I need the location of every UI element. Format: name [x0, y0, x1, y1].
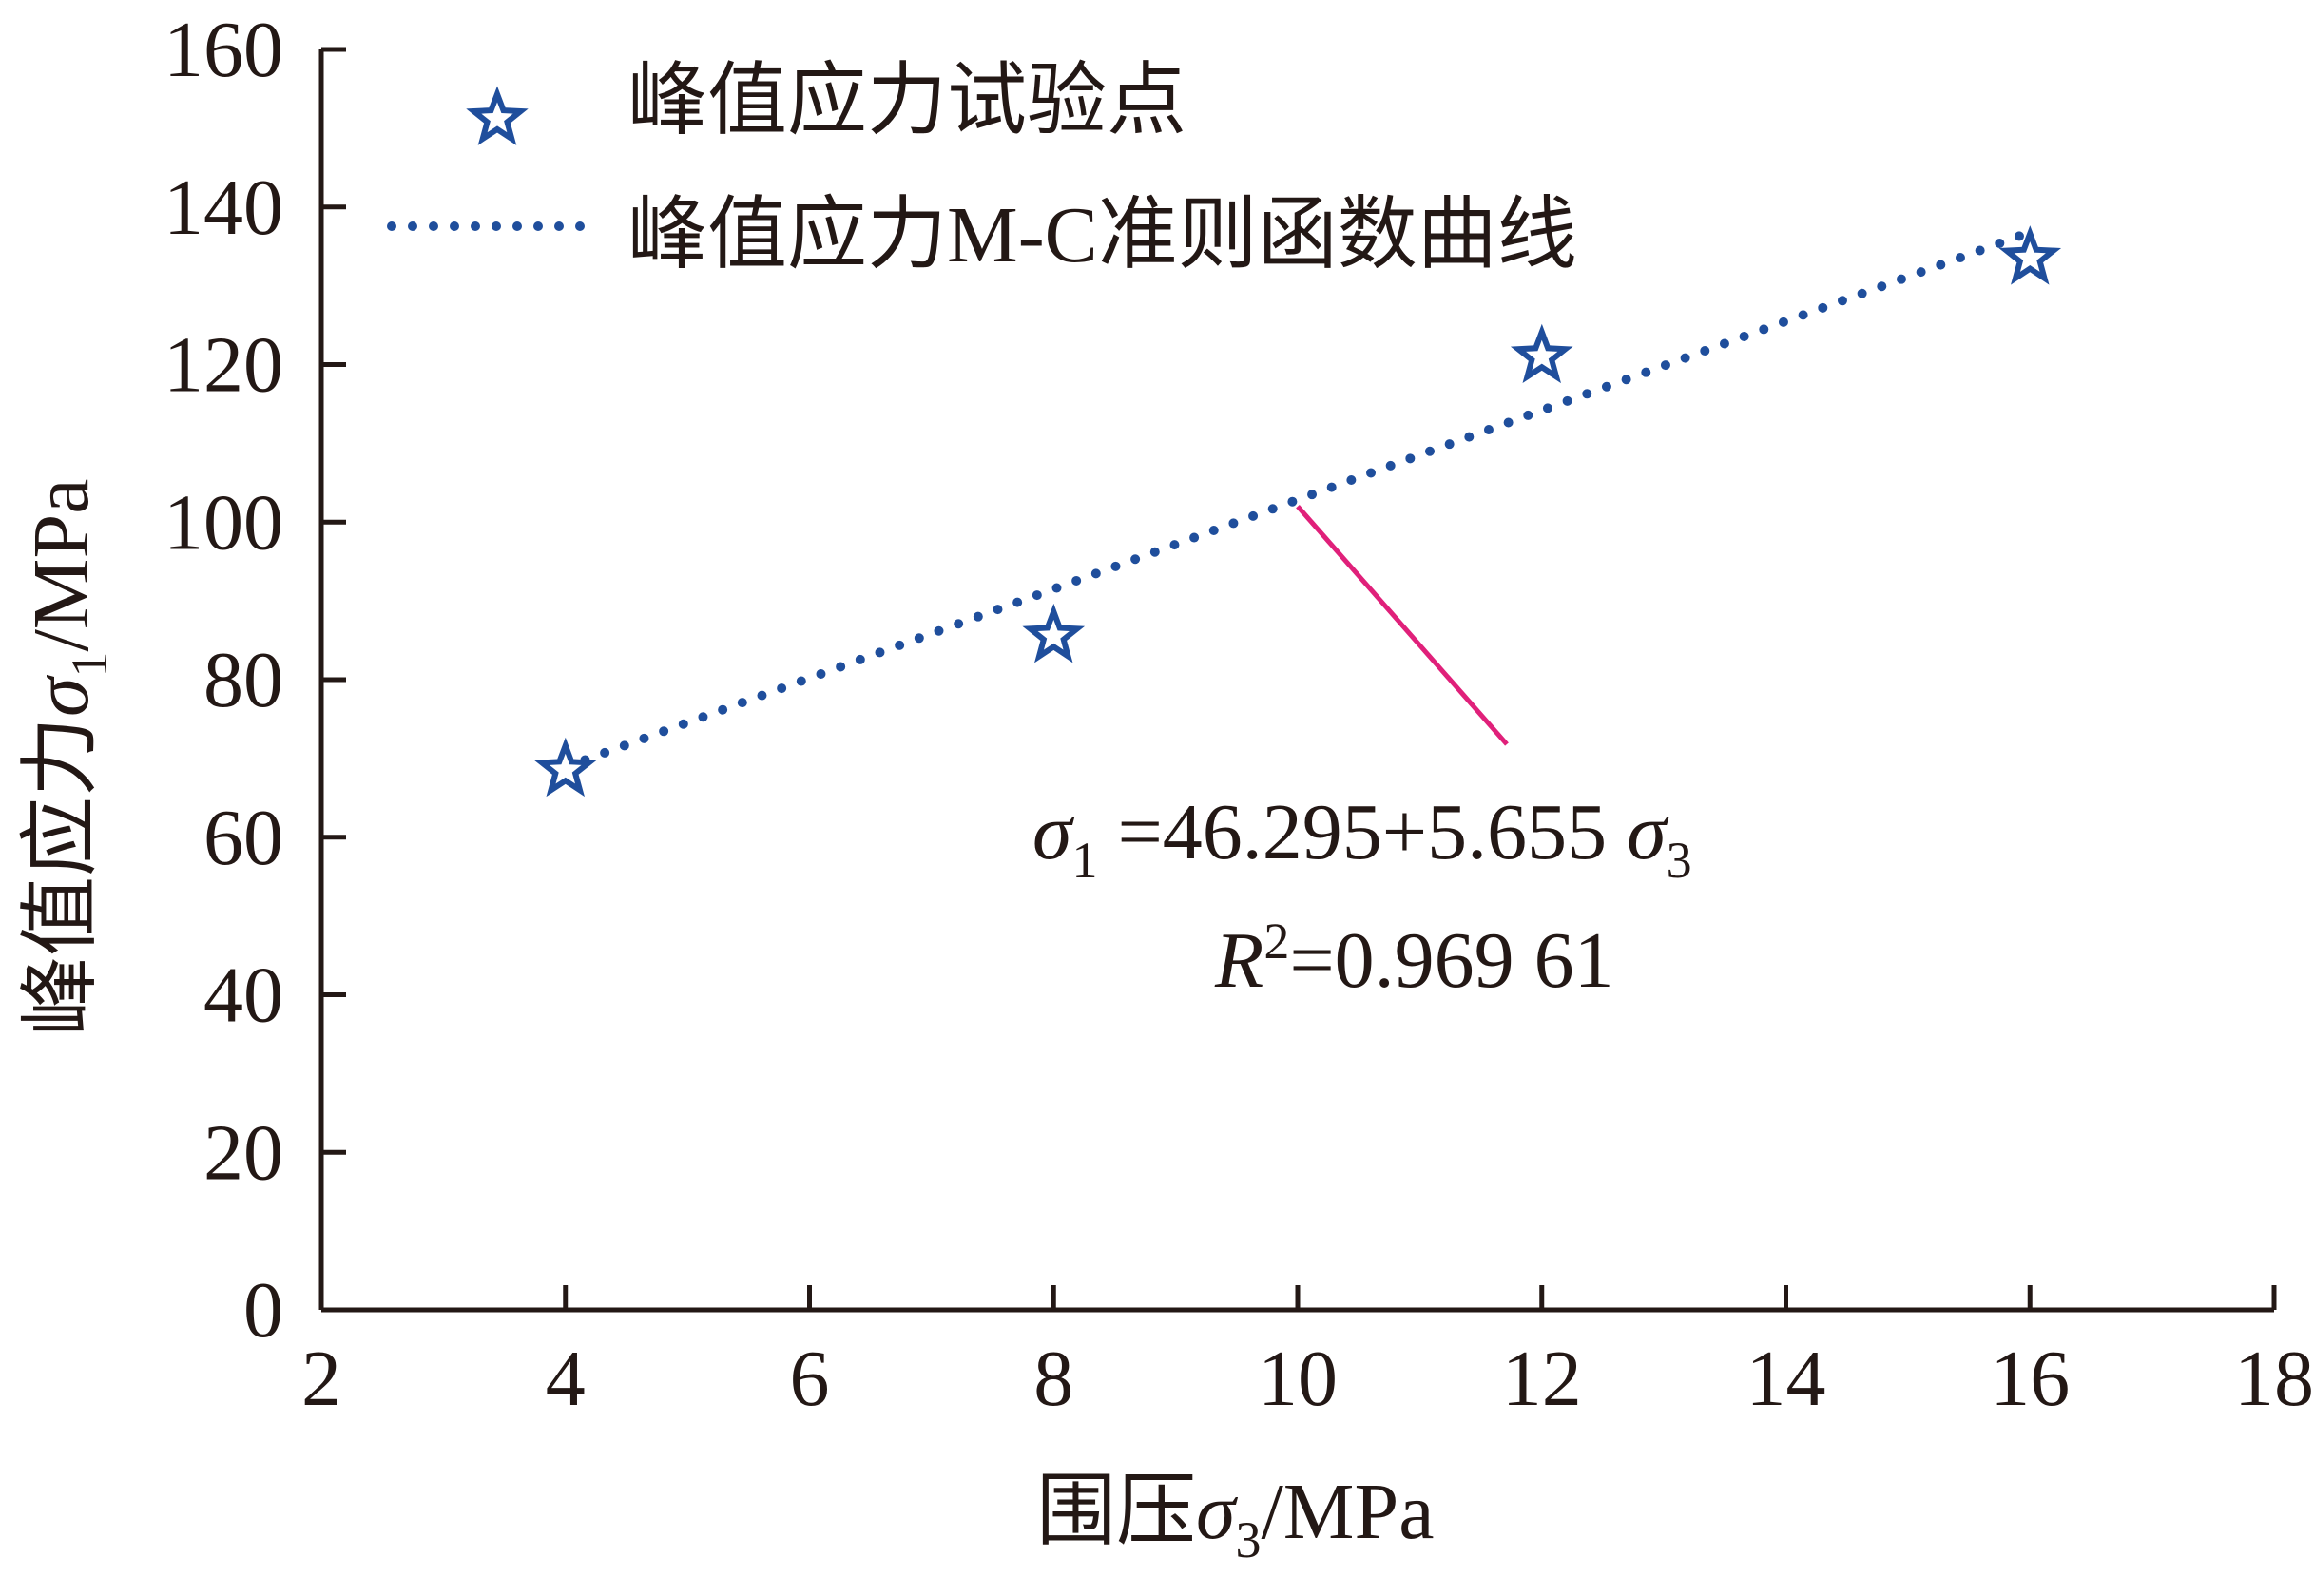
y-axis-title: 峰值应力σ1/MPa: [17, 479, 118, 1036]
y-axis-title-unit: /MPa: [17, 479, 106, 652]
x-tick-label: 14: [1746, 1335, 1826, 1423]
data-points: [533, 225, 2062, 798]
equation-line: σ1 =46.295+5.655 σ3: [1032, 788, 1692, 889]
r2-label: R: [1214, 916, 1263, 1005]
legend-star-marker: [466, 86, 529, 145]
y-tick-label: 60: [203, 794, 283, 882]
y-axis-title-prefix: 峰值应力: [17, 717, 106, 1036]
y-ticks: 0 20 40 60 80 100 120 140 160: [164, 6, 346, 1355]
y-tick-label: 120: [164, 321, 283, 410]
data-point-star: [1510, 323, 1573, 384]
x-axis-title: 围压σ3/MPa: [1036, 1468, 1434, 1568]
x-ticks: 2 4 6 8 10 12 14 16 18: [301, 1285, 2314, 1423]
r2-line: R2=0.969 61: [1214, 913, 1614, 1005]
y-tick-label: 20: [203, 1108, 283, 1197]
y-axis-title-symbol: σ: [17, 674, 106, 717]
x-tick-label: 18: [2234, 1335, 2314, 1423]
x-tick-label: 8: [1033, 1335, 1073, 1423]
equation-sigma3: σ: [1627, 788, 1669, 876]
data-point-star: [1022, 603, 1086, 663]
y-tick-label: 140: [164, 163, 283, 252]
equation-sigma1: σ: [1032, 788, 1075, 876]
equation-sub1: 1: [1071, 832, 1097, 889]
r2-sup: 2: [1263, 913, 1289, 970]
x-axis-title-unit: /MPa: [1261, 1468, 1434, 1556]
x-tick-label: 16: [1990, 1335, 2070, 1423]
r2-value: =0.969 61: [1289, 916, 1613, 1005]
y-tick-label: 40: [203, 952, 283, 1040]
annotation-leader-line: [1296, 505, 1509, 746]
legend-label-fit-line: 峰值应力M-C准则函数曲线: [627, 191, 1577, 279]
data-point-star: [1998, 225, 2062, 285]
x-tick-label: 6: [790, 1335, 830, 1423]
legend: 峰值应力试验点 峰值应力M-C准则函数曲线: [387, 57, 1577, 279]
x-tick-label: 10: [1258, 1335, 1338, 1423]
equation-sub3: 3: [1667, 832, 1692, 889]
data-point-star: [533, 737, 597, 798]
x-tick-label: 12: [1502, 1335, 1582, 1423]
y-axis-title-sub: 1: [61, 652, 118, 678]
y-tick-label: 100: [164, 478, 283, 567]
x-axis-title-prefix: 围压: [1036, 1468, 1196, 1556]
x-axis-title-sub: 3: [1235, 1511, 1261, 1568]
x-tick-label: 4: [546, 1335, 586, 1423]
y-tick-label: 0: [243, 1266, 283, 1355]
y-tick-label: 80: [203, 636, 283, 724]
x-tick-label: 2: [301, 1335, 341, 1423]
equation-body: =46.295+5.655: [1097, 788, 1627, 876]
regression-equation: σ1 =46.295+5.655 σ3 R2=0.969 61: [1032, 788, 1692, 1005]
legend-label-points: 峰值应力试验点: [627, 57, 1186, 145]
fit-line-group: [560, 227, 2035, 772]
fit-line: [560, 227, 2035, 772]
y-tick-label: 160: [164, 6, 283, 94]
legend-star-shape: [466, 86, 529, 145]
x-axis-title-symbol: σ: [1196, 1468, 1239, 1556]
